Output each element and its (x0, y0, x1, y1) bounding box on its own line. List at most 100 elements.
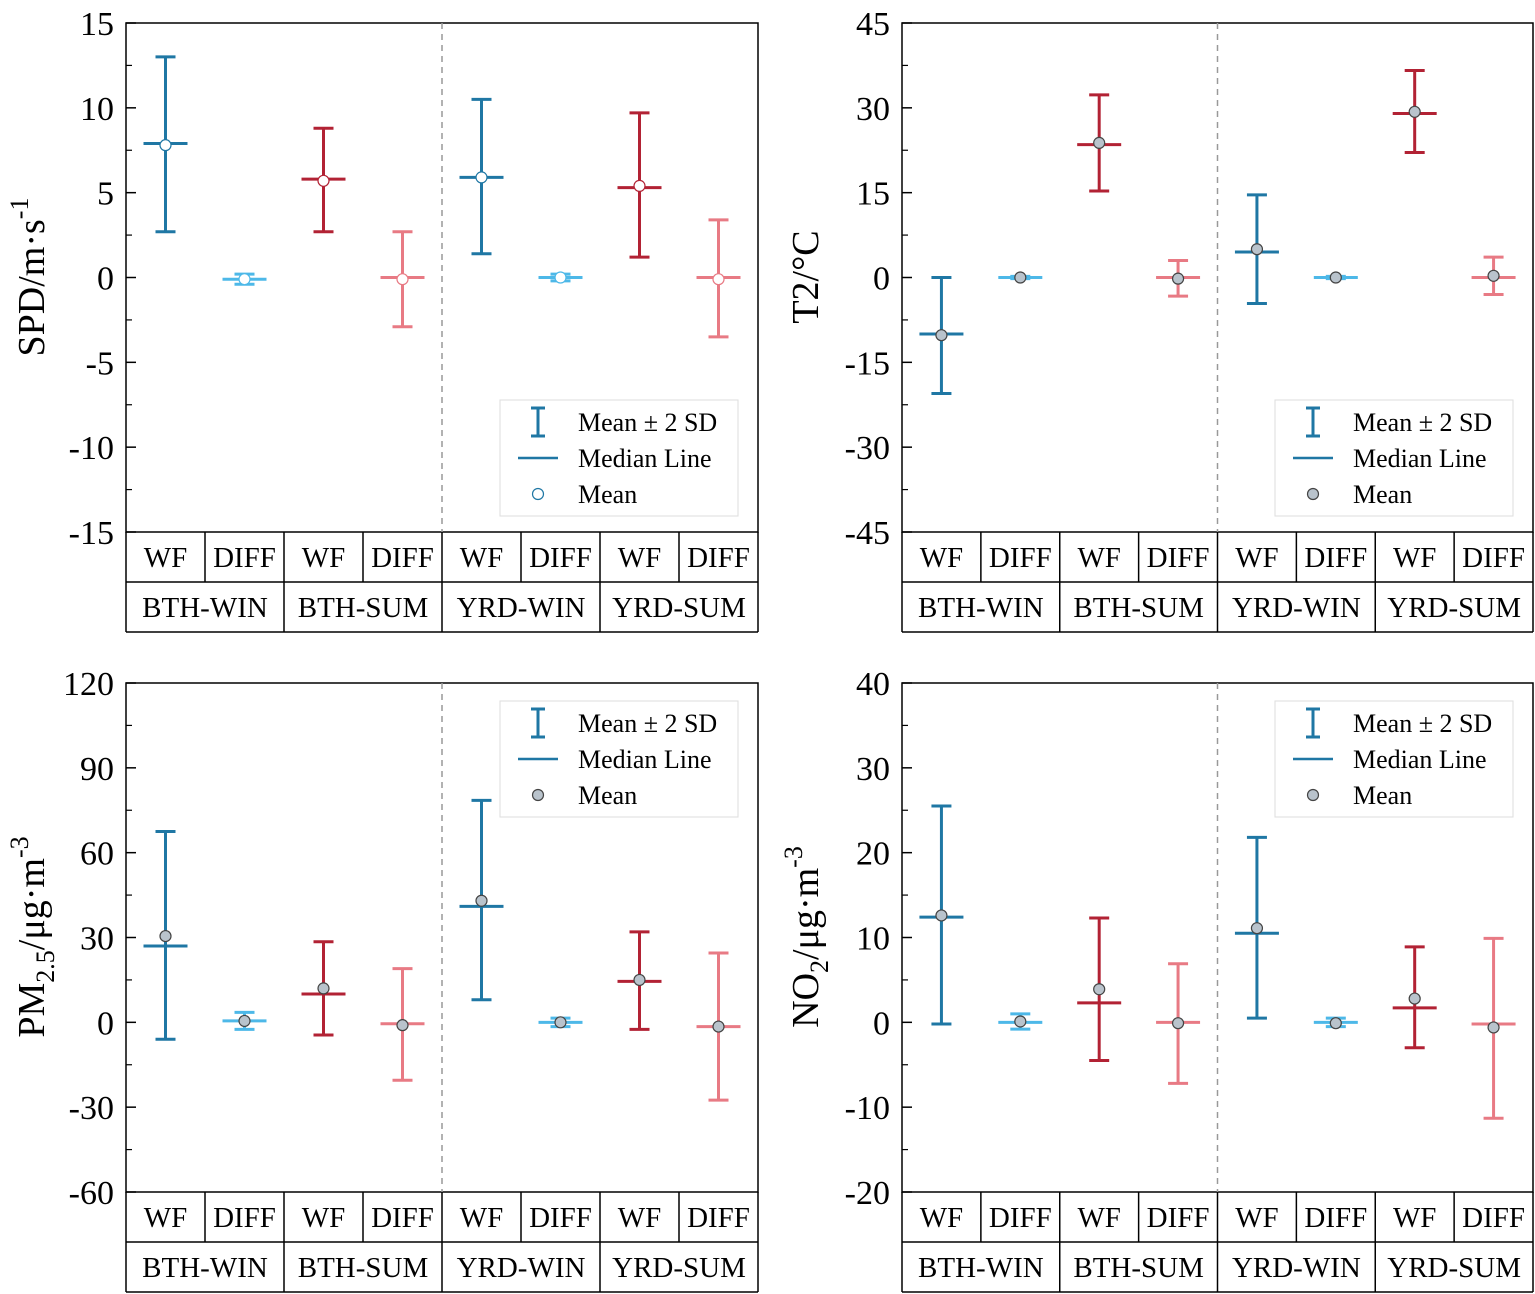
legend-errorbar-label: Mean ± 2 SD (578, 709, 717, 738)
legend-median-label: Median Line (578, 444, 712, 473)
mean-marker (712, 1020, 725, 1033)
mean-marker (1093, 983, 1106, 996)
sub-category-label: DIFF (1147, 542, 1210, 574)
sub-category-label: DIFF (1147, 1202, 1210, 1234)
group-label: YRD-WIN (457, 1252, 586, 1284)
y-axis-label-sub: 2 (805, 960, 834, 973)
mean-marker (396, 1019, 409, 1032)
sub-category-label: WF (460, 542, 504, 574)
y-tick-label: 0 (873, 261, 890, 298)
group-label: BTH-WIN (142, 1252, 268, 1284)
sub-category-label: WF (1077, 1202, 1121, 1234)
y-axis-label-sup: -3 (5, 836, 34, 858)
y-tick-label: 5 (97, 176, 114, 213)
group-label: YRD-SUM (1387, 592, 1521, 624)
legend: Mean ± 2 SD Median Line Mean (499, 399, 739, 517)
data-point-bth-sum-diff (380, 967, 425, 1082)
data-point-yrd-sum-wf (1392, 945, 1437, 1050)
mean-marker (935, 329, 948, 342)
sub-category-label: DIFF (687, 1202, 750, 1234)
group-label: BTH-SUM (298, 1252, 429, 1284)
sub-category-label: WF (1393, 1202, 1437, 1234)
y-tick-label: 30 (856, 91, 890, 128)
y-axis-label-main: SPD/m·s (11, 219, 53, 356)
mean-marker (1250, 243, 1264, 256)
legend-median-label: Median Line (1353, 745, 1487, 774)
sub-category-label: WF (1235, 542, 1279, 574)
y-axis-label: PM2.5/μg·m-3 (5, 836, 60, 1037)
y-tick-label: -30 (69, 1090, 114, 1127)
sub-category-label: WF (920, 1202, 964, 1234)
mean-marker (1171, 1017, 1185, 1030)
data-point-yrd-win-diff (538, 1016, 583, 1029)
data-point-yrd-win-wf (459, 798, 504, 1002)
data-point-bth-sum-wf (301, 126, 346, 234)
mean-marker (317, 174, 330, 187)
data-point-yrd-win-diff (1313, 1016, 1358, 1030)
data-point-yrd-sum-wf (617, 111, 662, 259)
sub-category-label: DIFF (371, 1202, 434, 1234)
y-axis-label-sup: -3 (779, 846, 808, 868)
data-point-bth-win-diff (222, 272, 267, 286)
mean-marker (935, 909, 948, 922)
mean-marker (159, 139, 172, 152)
sub-category-label: WF (1077, 542, 1121, 574)
y-axis-label-main: PM (11, 983, 53, 1038)
y-tick-label: 30 (856, 751, 890, 788)
group-label: YRD-SUM (612, 592, 746, 624)
y-axis-label: SPD/m·s-1 (5, 198, 53, 357)
sub-category-label: DIFF (213, 542, 276, 574)
y-axis-label-main: T2/°C (785, 230, 827, 323)
legend-errorbar-label: Mean ± 2 SD (1353, 408, 1492, 437)
legend-mean-label: Mean (1353, 781, 1412, 810)
group-label: BTH-WIN (142, 592, 268, 624)
y-tick-label: -45 (845, 515, 890, 552)
legend-errorbar-label: Mean ± 2 SD (578, 408, 717, 437)
mean-marker (1487, 269, 1500, 282)
data-point-yrd-win-diff (538, 271, 583, 284)
y-tick-label: 10 (80, 91, 114, 128)
sub-category-label: WF (618, 1202, 662, 1234)
y-axis-label-sup: -1 (5, 198, 34, 220)
mean-marker (554, 1016, 567, 1029)
sub-category-label: DIFF (529, 542, 592, 574)
mean-marker (554, 271, 567, 284)
group-label: BTH-SUM (1073, 1252, 1204, 1284)
data-point-yrd-win-wf (459, 97, 504, 256)
data-point-bth-win-wf (143, 55, 188, 234)
group-label: YRD-SUM (1387, 1252, 1521, 1284)
data-point-yrd-sum-diff (1471, 936, 1516, 1120)
y-axis-label: T2/°C (785, 230, 827, 323)
sub-category-label: WF (460, 1202, 504, 1234)
sub-category-label: WF (920, 542, 964, 574)
y-tick-label: -30 (845, 430, 890, 467)
mean-marker (633, 973, 646, 987)
data-point-yrd-sum-diff (696, 951, 741, 1102)
sub-category-label: DIFF (529, 1202, 592, 1234)
chart-panel-3: 120 90 60 30 0 -30 -60 PM2.5/μg·m-3 WF DIFF WF DIFF… (5, 666, 759, 1293)
group-label: BTH-SUM (298, 592, 429, 624)
sub-category-label: WF (1393, 542, 1437, 574)
y-tick-label: 0 (97, 1005, 114, 1042)
mean-marker (1408, 992, 1421, 1005)
sub-category-label: WF (144, 1202, 188, 1234)
data-point-yrd-win-diff (1313, 271, 1358, 284)
group-label: YRD-WIN (1232, 1252, 1361, 1284)
data-point-yrd-win-wf (1234, 835, 1279, 1020)
chart-panel-4: 40 30 20 10 0 -10 -20 NO2/μg·m-3 WF DIFF WF DIFF WF D… (779, 666, 1534, 1293)
mean-marker (159, 929, 172, 943)
legend-mean-icon (531, 487, 545, 501)
data-point-yrd-sum-diff (696, 218, 741, 339)
y-axis-label: NO2/μg·m-3 (779, 846, 834, 1028)
mean-marker (396, 273, 409, 286)
sub-category-label: WF (302, 542, 346, 574)
y-tick-label: 90 (80, 751, 114, 788)
data-point-bth-sum-diff (1156, 962, 1201, 1085)
sub-category-label: WF (144, 542, 188, 574)
y-tick-label: -20 (845, 1175, 890, 1212)
data-point-yrd-sum-diff (1471, 255, 1516, 296)
mean-marker (1014, 271, 1027, 284)
legend-mean-label: Mean (578, 480, 637, 509)
mean-marker (1329, 271, 1342, 284)
